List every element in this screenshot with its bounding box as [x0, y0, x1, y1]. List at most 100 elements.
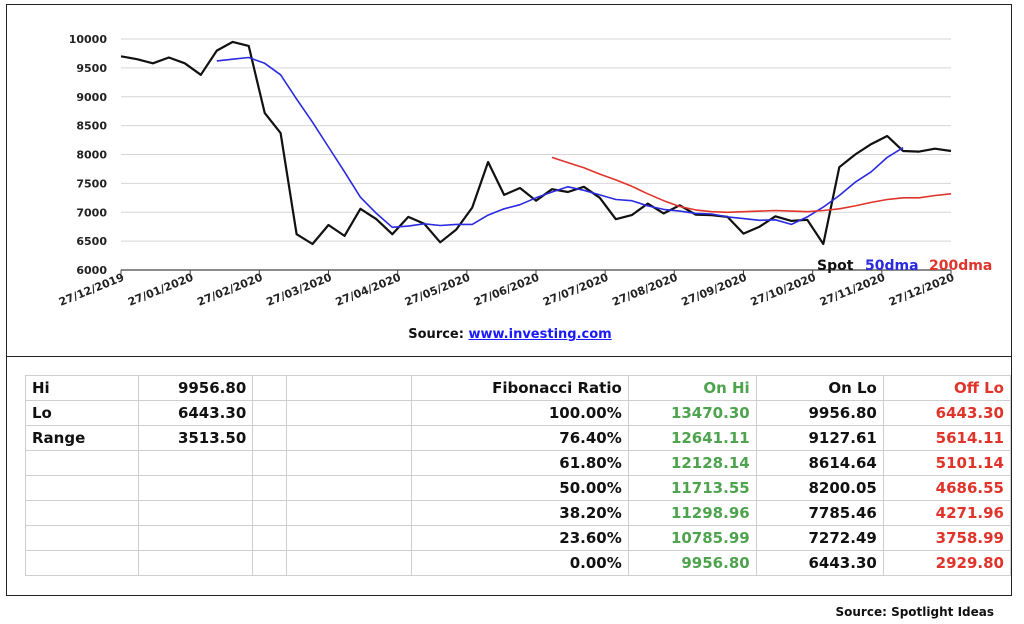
- table-cell: [252, 425, 287, 451]
- x-tick-label: 27/08/2020: [610, 271, 679, 309]
- table-cell: On Lo: [755, 375, 884, 401]
- table-cell: 7785.46: [755, 500, 884, 526]
- table-cell: [285, 450, 413, 476]
- table-cell: [24, 450, 140, 476]
- table-row: Lo 6443.30 100.00% 13470.30 9956.80 6443.30: [24, 400, 1012, 426]
- x-tick-label: 27/03/2020: [265, 271, 334, 309]
- table-row: 23.60% 10785.99 7272.49 3758.99: [24, 525, 1012, 551]
- table-cell: Off Lo: [882, 375, 1012, 401]
- price-chart: 10000 9500 9000 8500 8000 7500 7000 6500 6000 27/…: [57, 33, 992, 309]
- x-tick-label: 27/05/2020: [403, 271, 472, 309]
- y-tick-label: 7500: [76, 177, 107, 190]
- table-cell: Fibonacci Ratio: [411, 375, 629, 401]
- table-cell: 6443.30: [755, 550, 884, 576]
- table-cell: Hi: [24, 375, 140, 401]
- table-row: 50.00% 11713.55 8200.05 4686.55: [24, 475, 1012, 501]
- x-tick-label: 27/04/2020: [334, 271, 403, 309]
- table-cell: [285, 375, 413, 401]
- table-cell: 61.80%: [411, 450, 629, 476]
- table-cell: [138, 550, 254, 576]
- table-cell: 38.20%: [411, 500, 629, 526]
- table-cell: 6443.30: [138, 400, 254, 426]
- table-cell: Range: [24, 425, 140, 451]
- table-cell: [252, 500, 287, 526]
- x-tick-label: 27/09/2020: [680, 271, 749, 309]
- table-cell: [252, 475, 287, 501]
- table-cell: 5614.11: [882, 425, 1012, 451]
- table-cell: [252, 525, 287, 551]
- fibonacci-table: Hi 9956.80 Fibonacci Ratio On Hi On Lo Off Lo…: [24, 375, 1012, 576]
- report-frame: 10000 9500 9000 8500 8000 7500 7000 6500 6000 27/…: [6, 4, 1012, 596]
- table-cell: 7272.49: [755, 525, 884, 551]
- section-divider: [7, 356, 1011, 357]
- table-cell: 8200.05: [755, 475, 884, 501]
- table-cell: 50.00%: [411, 475, 629, 501]
- table-cell: 12128.14: [627, 450, 757, 476]
- x-tick-label: 27/02/2020: [195, 271, 264, 309]
- table-cell: 76.40%: [411, 425, 629, 451]
- chart-source: Source: www.investing.com: [7, 327, 1013, 342]
- table-cell: [285, 475, 413, 501]
- table-cell: 9956.80: [755, 400, 884, 426]
- y-tick-label: 9000: [76, 91, 107, 104]
- table-cell: [138, 450, 254, 476]
- table-cell: 3513.50: [138, 425, 254, 451]
- series-spot-line: [120, 40, 952, 246]
- x-tick-label: 27/12/2020: [887, 271, 956, 309]
- y-tick-label: 8000: [76, 149, 107, 162]
- table-cell: [285, 400, 413, 426]
- table-cell: 4271.96: [882, 500, 1012, 526]
- table-cell: [24, 525, 140, 551]
- table-cell: [285, 500, 413, 526]
- table-cell: [24, 500, 140, 526]
- table-cell: 0.00%: [411, 550, 629, 576]
- table-cell: 8614.64: [755, 450, 884, 476]
- chart-source-label: Source:: [408, 327, 469, 342]
- table-cell: 2929.80: [882, 550, 1012, 576]
- table-cell: [285, 425, 413, 451]
- x-tick-label: 27/11/2020: [818, 271, 887, 309]
- table-cell: [252, 450, 287, 476]
- table-cell: [138, 525, 254, 551]
- table-cell: 11713.55: [627, 475, 757, 501]
- series-50dma-line: [216, 56, 904, 229]
- series-200dma-line: [551, 156, 952, 214]
- table-cell: 10785.99: [627, 525, 757, 551]
- table-cell: [285, 525, 413, 551]
- table-cell: [24, 550, 140, 576]
- table-cell: 6443.30: [882, 400, 1012, 426]
- table-cell: 4686.55: [882, 475, 1012, 501]
- table-cell: 11298.96: [627, 500, 757, 526]
- table-cell: 23.60%: [411, 525, 629, 551]
- x-tick-label: 27/06/2020: [472, 271, 541, 309]
- x-tick-label: 27/10/2020: [749, 271, 818, 309]
- table-cell: Lo: [24, 400, 140, 426]
- table-cell: 3758.99: [882, 525, 1012, 551]
- table-cell: 100.00%: [411, 400, 629, 426]
- table-row: 61.80% 12128.14 8614.64 5101.14: [24, 450, 1012, 476]
- table-cell: 13470.30: [627, 400, 757, 426]
- table-header-row: Hi 9956.80 Fibonacci Ratio On Hi On Lo Off Lo: [24, 375, 1012, 401]
- table-cell: [252, 550, 287, 576]
- table-cell: [24, 475, 140, 501]
- legend-50dma: 50dma: [865, 258, 919, 274]
- table-cell: [285, 550, 413, 576]
- y-tick-label: 9500: [76, 62, 107, 75]
- table-cell: [252, 400, 287, 426]
- y-tick-label: 6000: [76, 264, 107, 277]
- x-tick-label: 27/07/2020: [541, 271, 610, 309]
- y-tick-label: 8500: [76, 120, 107, 133]
- table-row: 0.00% 9956.80 6443.30 2929.80: [24, 550, 1012, 576]
- table-cell: 12641.11: [627, 425, 757, 451]
- chart-source-link[interactable]: www.investing.com: [468, 327, 612, 342]
- y-tick-label: 10000: [69, 33, 108, 46]
- table-cell: [252, 375, 287, 401]
- table-cell: 9956.80: [627, 550, 757, 576]
- legend-spot: Spot: [817, 258, 854, 274]
- y-tick-label: 6500: [76, 235, 107, 248]
- table-cell: 9956.80: [138, 375, 254, 401]
- table-cell: 5101.14: [882, 450, 1012, 476]
- table-cell: 9127.61: [755, 425, 884, 451]
- x-tick-label: 27/01/2020: [126, 271, 195, 309]
- table-row: 38.20% 11298.96 7785.46 4271.96: [24, 500, 1012, 526]
